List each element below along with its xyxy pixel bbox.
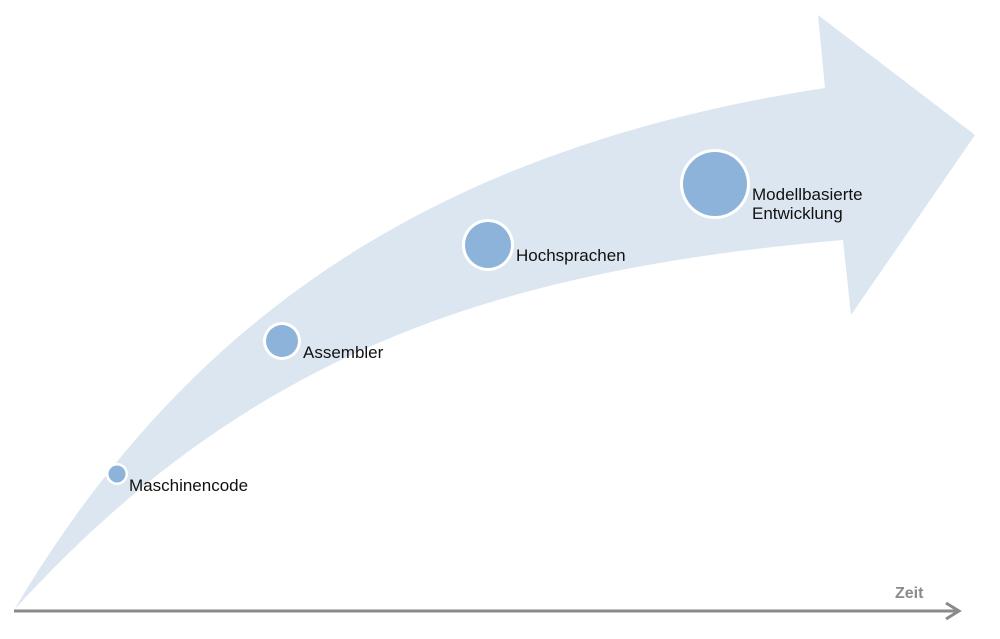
milestone-assembler-label: Assembler (303, 343, 384, 362)
milestone-maschinencode-label: Maschinencode (129, 476, 249, 495)
time-axis-label: Zeit (895, 585, 924, 602)
milestone-modellbasierte-dot (680, 149, 750, 219)
progress-arrow (14, 15, 975, 610)
milestone-hochsprachen-label: Hochsprachen (516, 246, 626, 265)
milestone-modellbasierte-label: Modellbasierte Entwicklung (752, 185, 863, 223)
time-axis-arrow (14, 601, 962, 621)
milestone-assembler-dot (263, 322, 301, 360)
milestone-hochsprachen-dot (462, 219, 514, 271)
milestone-maschinencode-dot (106, 463, 128, 485)
